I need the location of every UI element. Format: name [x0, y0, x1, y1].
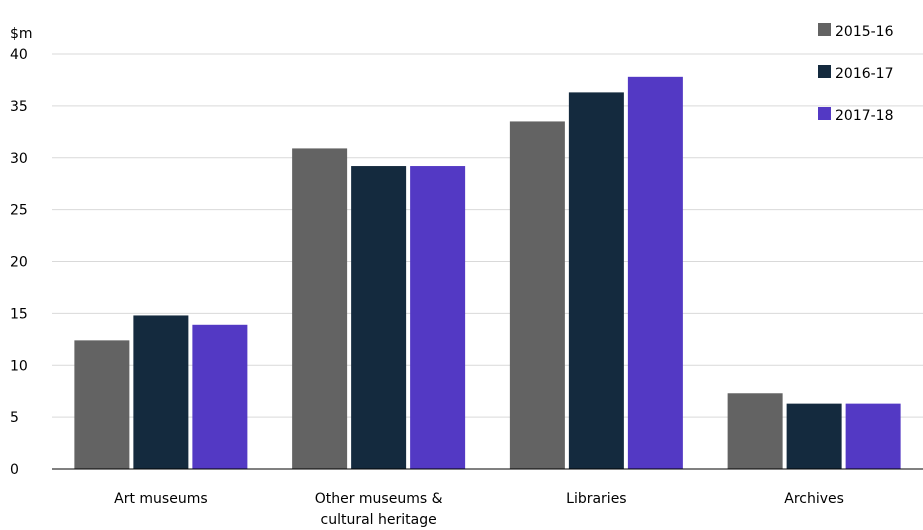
y-axis-tick-labels: 0 5 10 15 20 25 30 35 40: [10, 47, 28, 478]
bar-2017-18-0: [192, 324, 248, 469]
bar-2017-18-2: [627, 76, 683, 469]
y-tick-label: 10: [10, 358, 28, 374]
legend-label: 2016-17: [835, 66, 894, 82]
bar-2016-17-2: [568, 92, 624, 469]
y-tick-label: 20: [10, 255, 28, 271]
bar-2015-16-3: [727, 393, 783, 469]
bar-2016-17-1: [351, 166, 407, 470]
x-category-label: Other museums &: [315, 491, 443, 507]
bar-2016-17-3: [786, 403, 842, 469]
y-tick-label: 5: [10, 410, 19, 426]
y-tick-label: 40: [10, 47, 28, 63]
y-tick-label: 15: [10, 306, 28, 322]
bar-2015-16-1: [292, 148, 348, 469]
bar-2016-17-0: [133, 315, 189, 469]
x-axis-category-labels: Art museums Other museums & cultural herit…: [114, 491, 844, 528]
bar-2015-16-2: [509, 121, 565, 469]
legend-swatch: [818, 107, 831, 120]
x-category-label: Archives: [784, 491, 844, 507]
legend: 2015-16 2016-17 2017-18: [818, 23, 894, 124]
y-tick-label: 0: [10, 462, 19, 478]
x-category-label: cultural heritage: [321, 512, 437, 528]
y-tick-label: 30: [10, 151, 28, 167]
x-category-label: Art museums: [114, 491, 208, 507]
bar-2017-18-3: [845, 403, 901, 469]
legend-swatch: [818, 65, 831, 78]
y-tick-label: 35: [10, 99, 28, 115]
legend-swatch: [818, 23, 831, 36]
y-axis-unit-label: $m: [10, 26, 33, 42]
bar-2015-16-0: [74, 340, 130, 469]
legend-label: 2017-18: [835, 108, 894, 124]
x-category-label: Libraries: [566, 491, 626, 507]
y-tick-label: 25: [10, 203, 28, 219]
bars: [74, 76, 901, 470]
legend-label: 2015-16: [835, 24, 894, 40]
bar-2017-18-1: [410, 166, 466, 470]
